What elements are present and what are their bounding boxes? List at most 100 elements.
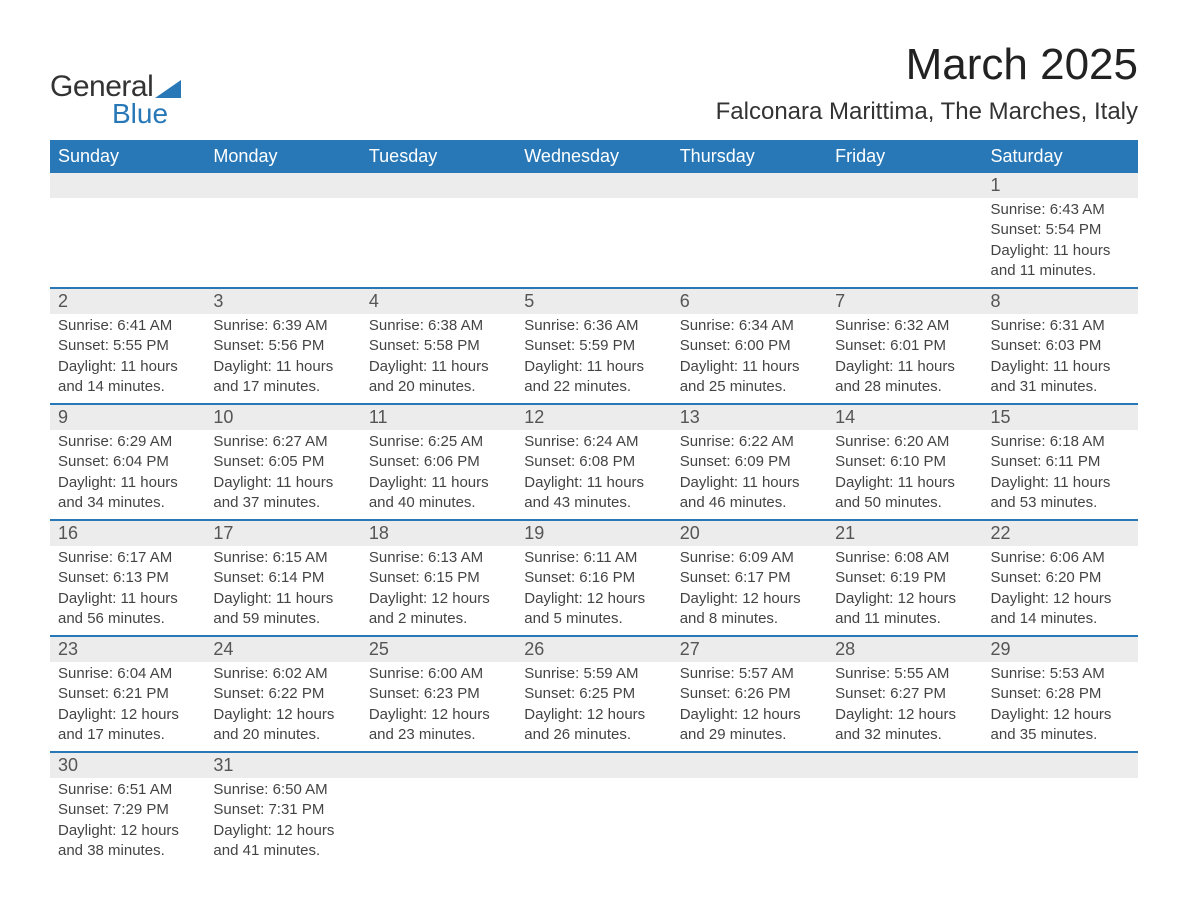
day-number: 13 <box>672 405 827 430</box>
day-info: Sunrise: 6:51 AMSunset: 7:29 PMDaylight:… <box>50 778 205 867</box>
day-info: Sunrise: 6:11 AMSunset: 6:16 PMDaylight:… <box>516 546 671 635</box>
day-info: Sunrise: 6:31 AMSunset: 6:03 PMDaylight:… <box>983 314 1138 403</box>
day-info: Sunrise: 6:25 AMSunset: 6:06 PMDaylight:… <box>361 430 516 519</box>
day-info: Sunrise: 6:36 AMSunset: 5:59 PMDaylight:… <box>516 314 671 403</box>
day-cell-info: Sunrise: 6:51 AMSunset: 7:29 PMDaylight:… <box>50 778 205 867</box>
day-cell-num: 20 <box>672 520 827 546</box>
day-number: 14 <box>827 405 982 430</box>
day-info: Sunrise: 6:43 AMSunset: 5:54 PMDaylight:… <box>983 198 1138 287</box>
day-cell-info: Sunrise: 6:06 AMSunset: 6:20 PMDaylight:… <box>983 546 1138 636</box>
day-cell-info <box>361 198 516 288</box>
day-info: Sunrise: 5:59 AMSunset: 6:25 PMDaylight:… <box>516 662 671 751</box>
day-cell-num <box>827 173 982 198</box>
day-cell-num <box>205 173 360 198</box>
calendar-table: SundayMondayTuesdayWednesdayThursdayFrid… <box>50 140 1138 867</box>
day-number: 6 <box>672 289 827 314</box>
day-cell-info <box>983 778 1138 867</box>
day-cell-info: Sunrise: 5:55 AMSunset: 6:27 PMDaylight:… <box>827 662 982 752</box>
day-cell-num <box>516 752 671 778</box>
day-info: Sunrise: 6:00 AMSunset: 6:23 PMDaylight:… <box>361 662 516 751</box>
day-cell-info: Sunrise: 6:25 AMSunset: 6:06 PMDaylight:… <box>361 430 516 520</box>
day-cell-num: 18 <box>361 520 516 546</box>
day-cell-info: Sunrise: 6:24 AMSunset: 6:08 PMDaylight:… <box>516 430 671 520</box>
day-cell-info <box>827 778 982 867</box>
day-number: 11 <box>361 405 516 430</box>
day-cell-num: 12 <box>516 404 671 430</box>
day-cell-info: Sunrise: 6:20 AMSunset: 6:10 PMDaylight:… <box>827 430 982 520</box>
day-cell-info: Sunrise: 6:31 AMSunset: 6:03 PMDaylight:… <box>983 314 1138 404</box>
header: General Blue March 2025 Falconara Maritt… <box>50 40 1138 130</box>
day-info: Sunrise: 6:18 AMSunset: 6:11 PMDaylight:… <box>983 430 1138 519</box>
day-cell-info: Sunrise: 6:09 AMSunset: 6:17 PMDaylight:… <box>672 546 827 636</box>
day-cell-num: 16 <box>50 520 205 546</box>
day-info: Sunrise: 6:32 AMSunset: 6:01 PMDaylight:… <box>827 314 982 403</box>
day-cell-num: 10 <box>205 404 360 430</box>
logo-triangle-icon <box>155 80 181 98</box>
day-cell-info: Sunrise: 6:11 AMSunset: 6:16 PMDaylight:… <box>516 546 671 636</box>
day-number: 5 <box>516 289 671 314</box>
day-number: 24 <box>205 637 360 662</box>
day-number: 29 <box>983 637 1138 662</box>
day-cell-num: 8 <box>983 288 1138 314</box>
day-cell-num: 3 <box>205 288 360 314</box>
day-number: 16 <box>50 521 205 546</box>
day-number: 12 <box>516 405 671 430</box>
day-number: 30 <box>50 753 205 778</box>
day-cell-num: 5 <box>516 288 671 314</box>
day-cell-num: 1 <box>983 173 1138 198</box>
day-header: Friday <box>827 140 982 173</box>
day-number: 27 <box>672 637 827 662</box>
day-header: Wednesday <box>516 140 671 173</box>
day-cell-num: 26 <box>516 636 671 662</box>
day-cell-num <box>983 752 1138 778</box>
day-info: Sunrise: 6:27 AMSunset: 6:05 PMDaylight:… <box>205 430 360 519</box>
day-info: Sunrise: 6:09 AMSunset: 6:17 PMDaylight:… <box>672 546 827 635</box>
day-cell-info: Sunrise: 6:13 AMSunset: 6:15 PMDaylight:… <box>361 546 516 636</box>
day-number: 23 <box>50 637 205 662</box>
day-number: 22 <box>983 521 1138 546</box>
day-cell-num: 28 <box>827 636 982 662</box>
day-number: 1 <box>983 173 1138 198</box>
day-cell-num: 19 <box>516 520 671 546</box>
day-number: 31 <box>205 753 360 778</box>
day-info: Sunrise: 6:38 AMSunset: 5:58 PMDaylight:… <box>361 314 516 403</box>
day-cell-num: 27 <box>672 636 827 662</box>
day-cell-info: Sunrise: 6:41 AMSunset: 5:55 PMDaylight:… <box>50 314 205 404</box>
day-header: Sunday <box>50 140 205 173</box>
day-info: Sunrise: 6:04 AMSunset: 6:21 PMDaylight:… <box>50 662 205 751</box>
day-header: Thursday <box>672 140 827 173</box>
day-number: 25 <box>361 637 516 662</box>
day-cell-info <box>672 198 827 288</box>
day-cell-info <box>672 778 827 867</box>
day-cell-info: Sunrise: 6:38 AMSunset: 5:58 PMDaylight:… <box>361 314 516 404</box>
day-info: Sunrise: 6:08 AMSunset: 6:19 PMDaylight:… <box>827 546 982 635</box>
day-cell-info: Sunrise: 5:57 AMSunset: 6:26 PMDaylight:… <box>672 662 827 752</box>
day-cell-num: 4 <box>361 288 516 314</box>
day-info: Sunrise: 6:39 AMSunset: 5:56 PMDaylight:… <box>205 314 360 403</box>
day-cell-num: 17 <box>205 520 360 546</box>
day-info: Sunrise: 6:29 AMSunset: 6:04 PMDaylight:… <box>50 430 205 519</box>
day-number: 18 <box>361 521 516 546</box>
day-info: Sunrise: 6:34 AMSunset: 6:00 PMDaylight:… <box>672 314 827 403</box>
day-cell-info <box>827 198 982 288</box>
day-number: 15 <box>983 405 1138 430</box>
day-cell-num <box>361 173 516 198</box>
day-info: Sunrise: 6:50 AMSunset: 7:31 PMDaylight:… <box>205 778 360 867</box>
day-header: Saturday <box>983 140 1138 173</box>
day-cell-info: Sunrise: 6:08 AMSunset: 6:19 PMDaylight:… <box>827 546 982 636</box>
day-cell-num: 23 <box>50 636 205 662</box>
day-cell-num <box>516 173 671 198</box>
day-cell-info: Sunrise: 6:34 AMSunset: 6:00 PMDaylight:… <box>672 314 827 404</box>
day-number: 9 <box>50 405 205 430</box>
day-info: Sunrise: 6:13 AMSunset: 6:15 PMDaylight:… <box>361 546 516 635</box>
day-cell-info <box>361 778 516 867</box>
day-cell-info: Sunrise: 6:04 AMSunset: 6:21 PMDaylight:… <box>50 662 205 752</box>
day-cell-num: 7 <box>827 288 982 314</box>
logo-text-blue: Blue <box>112 98 181 130</box>
day-cell-num: 25 <box>361 636 516 662</box>
day-cell-num: 24 <box>205 636 360 662</box>
day-cell-info: Sunrise: 6:00 AMSunset: 6:23 PMDaylight:… <box>361 662 516 752</box>
day-cell-info: Sunrise: 5:59 AMSunset: 6:25 PMDaylight:… <box>516 662 671 752</box>
day-number: 21 <box>827 521 982 546</box>
day-number: 3 <box>205 289 360 314</box>
